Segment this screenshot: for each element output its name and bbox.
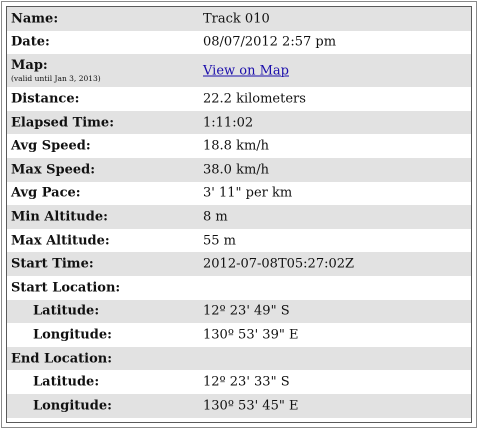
end-latitude-value: 12º 23' 33" S (203, 374, 290, 390)
end-longitude-label: Longitude: (33, 398, 112, 414)
start-longitude-label: Longitude: (33, 327, 112, 343)
track-details-table: Name: Track 010 Date: 08/07/2012 2:57 pm… (6, 6, 472, 423)
start-latitude-value: 12º 23' 49" S (203, 303, 290, 319)
row-max-altitude: Max Altitude: 55 m (7, 229, 471, 253)
row-name: Name: Track 010 (7, 7, 471, 31)
min-altitude-value: 8 m (203, 209, 228, 225)
avg-pace-value: 3' 11" per km (203, 185, 293, 201)
view-on-map-link[interactable]: View on Map (203, 63, 289, 79)
row-start-longitude: Longitude: 130º 53' 39" E (7, 323, 471, 347)
row-start-location: Start Location: (7, 276, 471, 300)
row-end-longitude: Longitude: 130º 53' 45" E (7, 393, 471, 418)
end-location-label: End Location: (11, 351, 112, 367)
date-label: Date: (11, 34, 50, 50)
end-latitude-label: Latitude: (33, 374, 100, 390)
map-label-group: Map: (valid until Jan 3, 2013) (11, 58, 101, 83)
row-map: Map: (valid until Jan 3, 2013) View on M… (7, 54, 471, 88)
row-end-location: End Location: (7, 346, 471, 371)
row-avg-speed: Avg Speed: 18.8 km/h (7, 134, 471, 158)
elapsed-time-label: Elapsed Time: (11, 115, 115, 131)
max-speed-value: 38.0 km/h (203, 162, 270, 178)
start-longitude-value: 130º 53' 39" E (203, 327, 299, 343)
map-label: Map: (11, 58, 48, 74)
name-label: Name: (11, 11, 59, 27)
avg-speed-value: 18.8 km/h (203, 138, 270, 154)
map-value: View on Map (203, 63, 289, 78)
row-distance: Distance: 22.2 kilometers (7, 87, 471, 111)
max-speed-label: Max Speed: (11, 162, 95, 178)
avg-pace-label: Avg Pace: (11, 185, 81, 201)
row-max-speed: Max Speed: 38.0 km/h (7, 157, 471, 182)
start-location-label: Start Location: (11, 280, 121, 296)
distance-value: 22.2 kilometers (203, 91, 306, 107)
name-value: Track 010 (203, 11, 270, 27)
start-time-value: 2012-07-08T05:27:02Z (203, 256, 355, 272)
row-start-latitude: Latitude: 12º 23' 49" S (7, 299, 471, 324)
start-time-label: Start Time: (11, 256, 94, 272)
elapsed-time-value: 1:11:02 (203, 115, 254, 131)
end-longitude-value: 130º 53' 45" E (203, 398, 299, 414)
start-latitude-label: Latitude: (33, 303, 100, 319)
avg-speed-label: Avg Speed: (11, 138, 91, 154)
map-validity-note: (valid until Jan 3, 2013) (11, 74, 101, 84)
row-date: Date: 08/07/2012 2:57 pm (7, 31, 471, 55)
min-altitude-label: Min Altitude: (11, 209, 108, 225)
distance-label: Distance: (11, 91, 80, 107)
max-altitude-label: Max Altitude: (11, 233, 110, 249)
row-end-latitude: Latitude: 12º 23' 33" S (7, 370, 471, 394)
row-min-altitude: Min Altitude: 8 m (7, 205, 471, 229)
row-elapsed-time: Elapsed Time: 1:11:02 (7, 110, 471, 135)
row-start-time: Start Time: 2012-07-08T05:27:02Z (7, 252, 471, 276)
max-altitude-value: 55 m (203, 233, 237, 249)
row-avg-pace: Avg Pace: 3' 11" per km (7, 182, 471, 206)
date-value: 08/07/2012 2:57 pm (203, 34, 337, 50)
